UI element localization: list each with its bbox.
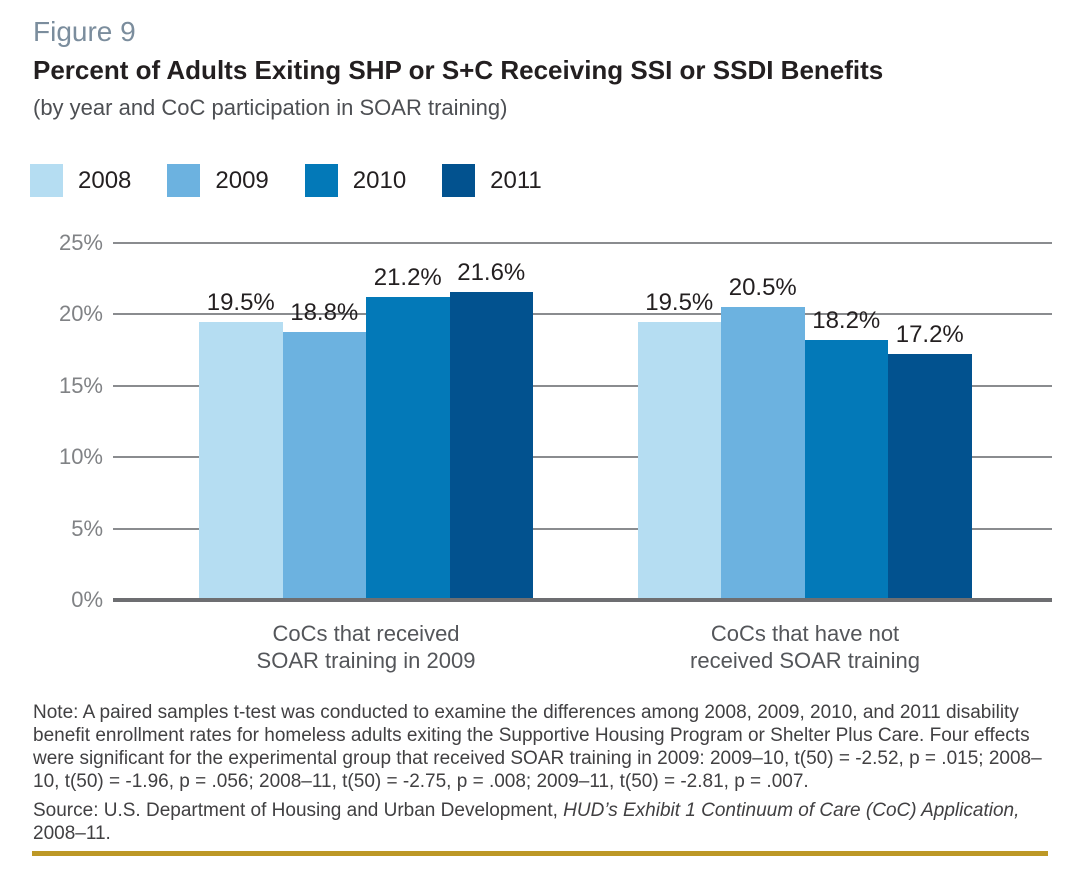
legend-swatch-2008 [30, 164, 63, 197]
x-axis-line [113, 598, 1052, 602]
bar-value-label-2009-group-1: 18.8% [290, 298, 359, 326]
category-label-line: CoCs that have not [710, 621, 900, 646]
gridline-25pct [113, 242, 1052, 244]
category-label-line: SOAR training in 2009 [256, 648, 476, 673]
gridline-15pct [113, 384, 1052, 387]
gridline-20pct [113, 313, 1052, 316]
y-tick-label-5pct: 5% [71, 515, 103, 541]
legend-item-2008: 2008 [30, 164, 131, 197]
source-text: Source: U.S. Department of Housing and U… [33, 799, 1050, 845]
y-tick-label-20pct: 20% [58, 301, 103, 327]
bar-value-label-2008-group-1: 19.5% [206, 288, 275, 316]
legend-label: 2008 [78, 166, 132, 194]
source-citation-italic: HUD’s Exhibit 1 Continuum of Care (CoC) … [563, 800, 1020, 821]
bar-2011-group-2 [888, 354, 972, 600]
legend-item-2010: 2010 [304, 164, 407, 197]
category-label-group-1: CoCs that received SOAR training in 2009 [166, 620, 566, 674]
y-tick-label-25pct: 25% [58, 230, 103, 255]
legend-item-2011: 2011 [442, 164, 542, 197]
gridline-10pct [113, 456, 1052, 459]
legend-label: 2009 [215, 166, 269, 194]
chart-legend: 2008 2009 2010 2011 [30, 164, 1048, 197]
bar-2011-group-1 [449, 291, 533, 600]
source-prefix: Source: U.S. Department of Housing and U… [33, 800, 564, 821]
bar-value-label-2011-group-1: 21.6% [457, 258, 526, 286]
y-tick-label-10pct: 10% [58, 444, 103, 470]
bar-value-label-2010-group-1: 21.2% [373, 264, 442, 292]
legend-swatch-2011 [442, 164, 476, 197]
bar-2010-group-1 [366, 297, 450, 600]
bar-value-label-2008-group-2: 19.5% [645, 288, 714, 316]
bar-value-label-2009-group-2: 20.5% [728, 274, 797, 302]
bar-2008-group-1 [199, 321, 283, 600]
bar-value-label-2011-group-2: 17.2% [895, 321, 964, 349]
bar-chart: 25% 20% 15% 10% 5% 0% 19.5% 19.5% 18.8% 20.5% 21.2… [0, 223, 1078, 683]
category-label-line: CoCs that received [272, 621, 460, 646]
legend-label: 2011 [490, 166, 542, 194]
bar-2009-group-2 [721, 307, 805, 600]
bar-value-label-2010-group-2: 18.2% [812, 307, 881, 335]
legend-label: 2010 [352, 166, 407, 194]
bar-2010-group-2 [804, 340, 888, 600]
figure-number: Figure 9 [33, 16, 136, 47]
category-label-group-2: CoCs that have not received SOAR training [605, 620, 1005, 674]
legend-item-2009: 2009 [167, 164, 269, 197]
figure-subtitle: (by year and CoC participation in SOAR t… [33, 95, 508, 120]
gridline-5pct [113, 527, 1052, 530]
legend-swatch-2010 [304, 164, 338, 197]
category-label-line: received SOAR training [690, 648, 920, 673]
figure-title: Percent of Adults Exiting SHP or S+C Rec… [33, 55, 884, 85]
bar-2008-group-2 [637, 321, 721, 600]
source-suffix: 2008–11. [33, 823, 111, 844]
y-tick-label-0pct: 0% [71, 587, 103, 612]
note-text: Note: A paired samples t-test was conduc… [33, 702, 1042, 792]
bar-2009-group-1 [282, 331, 366, 600]
bottom-accent-rule [32, 851, 1048, 856]
legend-swatch-2009 [167, 164, 201, 197]
y-tick-label-15pct: 15% [58, 372, 103, 398]
